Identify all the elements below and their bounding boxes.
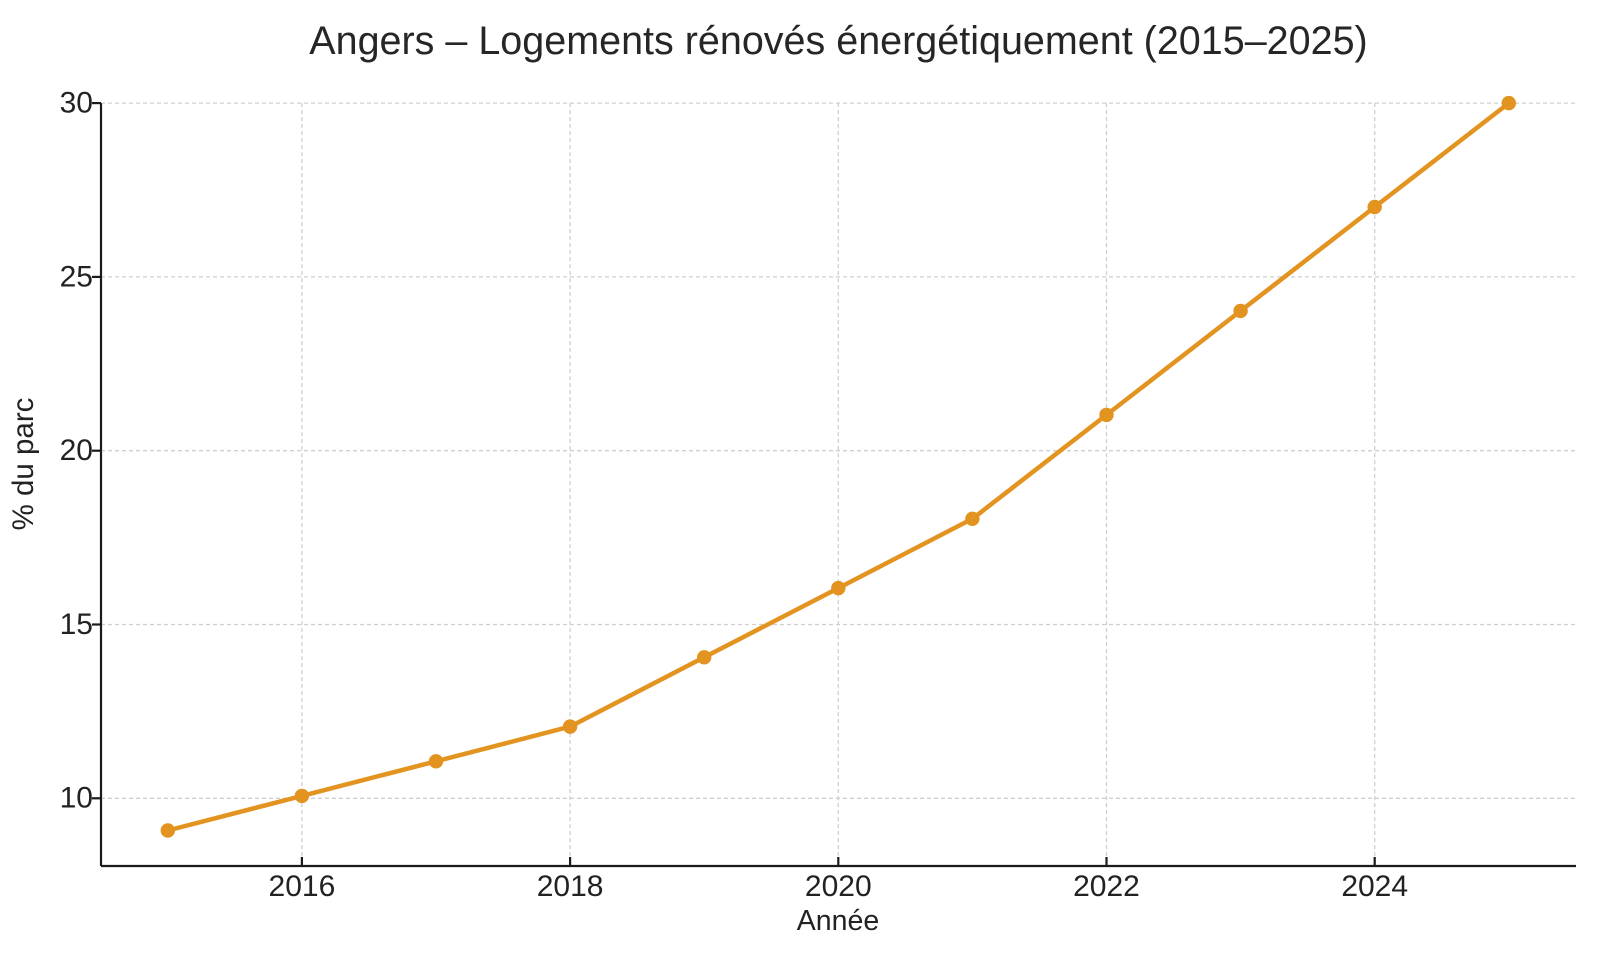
svg-text:10: 10 [60, 782, 93, 815]
svg-text:2020: 2020 [805, 870, 872, 903]
svg-text:15: 15 [60, 608, 93, 641]
svg-text:30: 30 [60, 87, 93, 120]
svg-text:2016: 2016 [269, 870, 336, 903]
svg-text:2024: 2024 [1341, 870, 1408, 903]
svg-text:2022: 2022 [1073, 870, 1140, 903]
svg-text:20: 20 [60, 434, 93, 467]
svg-text:25: 25 [60, 260, 93, 293]
svg-text:2018: 2018 [537, 870, 604, 903]
